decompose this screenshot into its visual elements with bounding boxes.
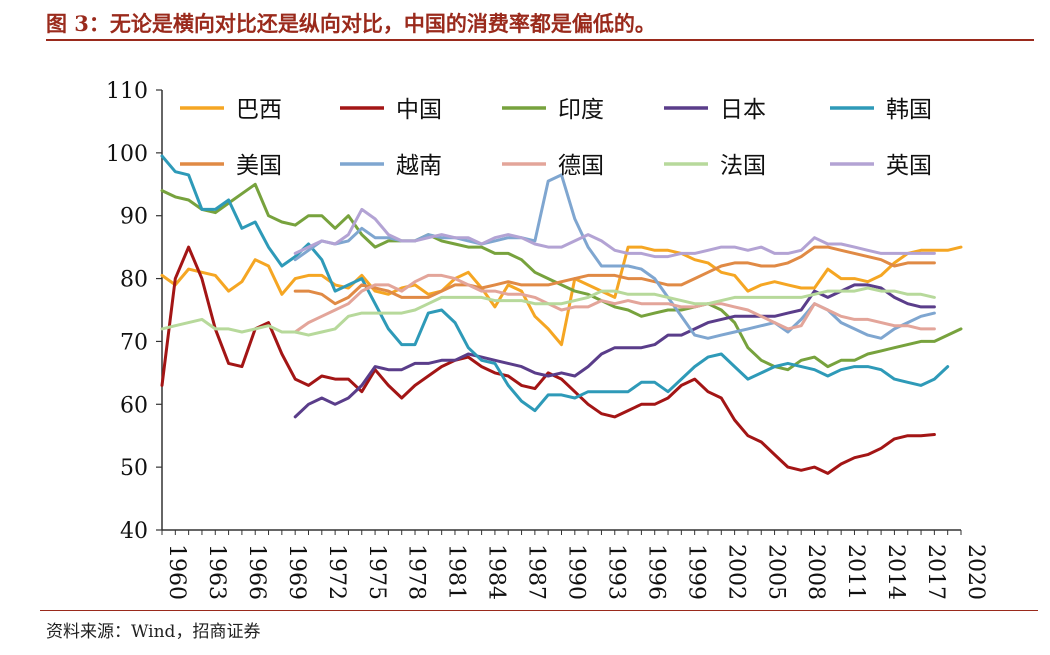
x-tick-label: 2017	[923, 544, 948, 600]
x-tick-label: 1978	[404, 544, 429, 600]
series-lines	[160, 154, 963, 475]
x-tick-label: 1996	[643, 544, 668, 600]
series-line-9	[293, 207, 936, 259]
figure-title: 图 3：无论是横向对比还是纵向对比，中国的消费率都是偏低的。	[46, 11, 656, 36]
title-rule	[46, 39, 1034, 41]
x-tick-label: 1975	[364, 544, 389, 600]
x-tick-label: 1987	[524, 544, 549, 600]
x-tick-label: 2020	[963, 544, 988, 600]
legend-label: 英国	[886, 153, 932, 179]
y-tick-label: 110	[106, 79, 148, 104]
x-tick-label: 2008	[803, 544, 828, 600]
series-line-3	[293, 283, 936, 419]
y-tick-label: 100	[106, 142, 148, 167]
series-line-7	[293, 273, 936, 334]
x-tick-label: 1993	[603, 544, 628, 600]
legend-label: 美国	[236, 153, 282, 179]
x-tick-label: 2005	[763, 544, 788, 600]
legend-label: 日本	[720, 97, 766, 123]
legend-label: 印度	[558, 97, 604, 123]
x-tick-label: 1990	[564, 544, 589, 600]
y-tick-label: 40	[120, 519, 148, 544]
series-line-8	[160, 286, 936, 337]
legend-label: 中国	[396, 97, 442, 123]
x-tick-label: 1963	[204, 544, 229, 600]
x-tick-label: 1972	[324, 544, 349, 600]
x-tick-label: 1960	[164, 544, 189, 600]
legend-label: 法国	[720, 153, 766, 179]
y-tick-label: 90	[120, 205, 148, 230]
legend-label: 韩国	[886, 97, 932, 123]
x-tick-label: 1984	[484, 544, 509, 600]
x-tick-label: 1969	[284, 544, 309, 600]
x-tick-label: 2014	[883, 544, 908, 600]
y-tick-label: 80	[120, 268, 148, 293]
y-tick-label: 70	[120, 330, 148, 355]
y-tick-label: 50	[120, 456, 148, 481]
source-rule	[40, 610, 1038, 611]
series-line-2	[160, 182, 963, 372]
x-tick-label: 2011	[843, 544, 868, 600]
legend-label: 巴西	[236, 97, 282, 123]
y-tick-label: 60	[120, 393, 148, 418]
series-line-5	[293, 245, 936, 306]
x-tick-label: 1999	[683, 544, 708, 600]
source-note: 资料来源：Wind，招商证券	[46, 622, 261, 642]
series-line-1	[160, 245, 936, 475]
x-tick-label: 2002	[723, 544, 748, 600]
series-line-4	[160, 154, 950, 413]
legend-label: 德国	[558, 153, 604, 179]
x-tick-label: 1966	[244, 544, 269, 600]
x-tick-label: 1981	[444, 544, 469, 600]
legend-label: 越南	[396, 153, 442, 179]
series-line-0	[160, 245, 963, 347]
axes: 40 50 60 70 80 90 100 110 1960 1963 1966 1969 1972 19…	[106, 79, 988, 600]
